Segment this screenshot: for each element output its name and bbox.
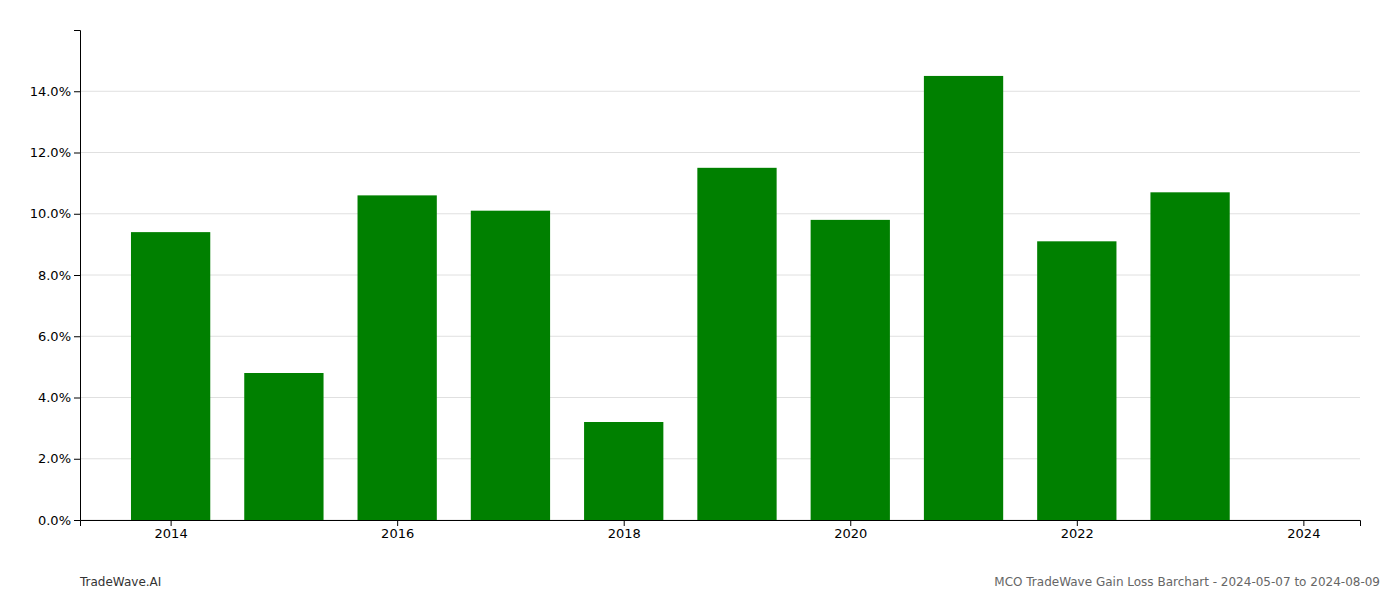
footer-text: MCO TradeWave Gain Loss Barchart - 2024-… (994, 575, 1380, 589)
bar (924, 76, 1003, 520)
x-tick-mark (1303, 520, 1304, 526)
x-tick: 2016 (381, 520, 414, 541)
x-tick-mark (397, 520, 398, 526)
y-tick: 4.0% (38, 390, 80, 405)
y-tick: 10.0% (30, 206, 80, 221)
y-tick-mark (74, 336, 80, 337)
x-tick-label: 2022 (1061, 526, 1094, 541)
bar (1037, 241, 1116, 520)
plot: 2014 2016 2018 2020 2022 2024 0.0% 2.0% 4.0% 6.0%… (30, 31, 1361, 542)
bar (1150, 192, 1229, 520)
y-tick: 2.0% (38, 451, 80, 466)
x-tick: 2024 (1287, 520, 1320, 541)
x-axis: 2014 2016 2018 2020 2022 2024 (81, 520, 1361, 541)
y-axis-line (74, 31, 81, 521)
y-tick: 8.0% (38, 268, 80, 283)
y-tick: 6.0% (38, 329, 80, 344)
grid-line (80, 152, 1360, 153)
grid-line (80, 91, 1360, 92)
x-axis-line (81, 521, 1361, 527)
y-tick: 12.0% (30, 145, 80, 160)
footer-text: TradeWave.AI (79, 575, 161, 589)
y-tick-mark (74, 398, 80, 399)
bars (131, 76, 1230, 520)
x-tick-mark (1077, 520, 1078, 526)
x-tick-label: 2016 (381, 526, 414, 541)
y-tick-label: 2.0% (38, 451, 71, 466)
bar (471, 211, 550, 520)
x-tick-mark (624, 520, 625, 526)
x-tick-label: 2024 (1287, 526, 1320, 541)
bar (358, 195, 437, 520)
x-tick: 2018 (608, 520, 641, 541)
x-tick-label: 2014 (155, 526, 188, 541)
y-tick-label: 14.0% (30, 84, 71, 99)
bar (584, 422, 663, 520)
x-tick: 2014 (155, 520, 188, 541)
grid (80, 91, 1360, 520)
x-tick: 2020 (834, 520, 867, 541)
bar (697, 168, 776, 520)
x-tick-mark (850, 520, 851, 526)
y-tick-mark (74, 459, 80, 460)
y-tick-mark (74, 214, 80, 215)
x-tick-mark (171, 520, 172, 526)
y-tick-label: 0.0% (38, 513, 71, 528)
bar (811, 220, 890, 520)
y-tick-label: 6.0% (38, 329, 71, 344)
x-tick: 2022 (1061, 520, 1094, 541)
chart: 2014 2016 2018 2020 2022 2024 0.0% 2.0% 4.0% 6.0%… (0, 0, 1400, 600)
y-tick-label: 10.0% (30, 206, 71, 221)
y-tick-label: 4.0% (38, 390, 71, 405)
y-tick-mark (74, 275, 80, 276)
y-tick-label: 12.0% (30, 145, 71, 160)
y-tick-label: 8.0% (38, 268, 71, 283)
y-tick: 0.0% (38, 513, 80, 528)
y-tick-mark (74, 153, 80, 154)
x-tick-label: 2020 (834, 526, 867, 541)
bar (131, 232, 210, 520)
y-tick-mark (74, 520, 80, 521)
y-tick: 14.0% (30, 84, 80, 99)
y-tick-mark (74, 91, 80, 92)
y-axis: 0.0% 2.0% 4.0% 6.0% 8.0% 10.0% 12.0% 14.0% (30, 31, 81, 528)
x-tick-label: 2018 (608, 526, 641, 541)
bar (244, 373, 323, 520)
